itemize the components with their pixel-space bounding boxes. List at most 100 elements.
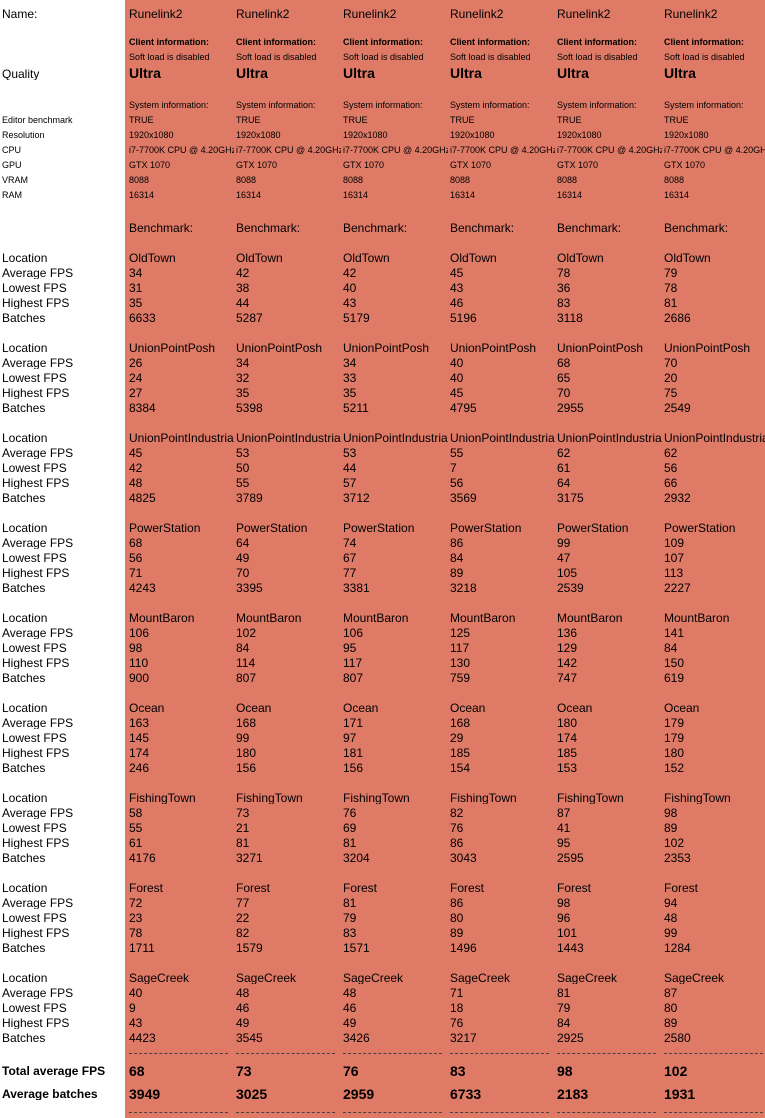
batches-value: 1496: [450, 942, 477, 954]
location-name: UnionPointPosh: [129, 342, 216, 354]
vram-value: 8088: [450, 176, 471, 185]
average-batches-label: Average batches: [2, 1088, 98, 1100]
batches-value: 2353: [664, 852, 691, 864]
soft-load-status: Soft load is disabled: [664, 53, 745, 62]
ram-label: RAM: [2, 191, 22, 200]
gpu-label: GPU: [2, 161, 22, 170]
lowest-fps-value: 36: [557, 282, 571, 294]
vram-value: 8088: [557, 176, 578, 185]
highest-fps-value: 117: [343, 657, 363, 669]
batches-value: 807: [343, 672, 364, 684]
lowest-fps-value: 79: [343, 912, 357, 924]
batches-label: Batches: [2, 942, 46, 954]
average-fps-value: 86: [450, 897, 464, 909]
resolution-value: 1920x1080: [557, 131, 602, 140]
resolution-label: Resolution: [2, 131, 45, 140]
batches-value: 807: [236, 672, 257, 684]
location-label: Location: [2, 612, 48, 624]
highest-fps-label: Highest FPS: [2, 297, 70, 309]
average-fps-value: 64: [236, 537, 250, 549]
average-fps-label: Average FPS: [2, 897, 74, 909]
batches-label: Batches: [2, 852, 46, 864]
location-name: OldTown: [450, 252, 497, 264]
location-label: Location: [2, 432, 48, 444]
location-name: MountBaron: [557, 612, 623, 624]
separator-line: [236, 1112, 335, 1113]
ram-value: 16314: [129, 191, 155, 200]
average-fps-value: 102: [236, 627, 257, 639]
location-name: MountBaron: [343, 612, 409, 624]
lowest-fps-value: 117: [450, 642, 470, 654]
lowest-fps-value: 29: [450, 732, 464, 744]
highest-fps-value: 86: [450, 837, 464, 849]
highest-fps-value: 185: [557, 747, 578, 759]
lowest-fps-value: 49: [236, 552, 250, 564]
batches-value: 2580: [664, 1032, 691, 1044]
client-info-heading: Client information:: [129, 38, 209, 47]
average-fps-value: 68: [557, 357, 571, 369]
location-label: Location: [2, 522, 48, 534]
quality-label: Quality: [2, 68, 40, 80]
lowest-fps-value: 84: [664, 642, 678, 654]
highest-fps-value: 75: [664, 387, 678, 399]
lowest-fps-value: 84: [450, 552, 464, 564]
batches-value: 759: [450, 672, 471, 684]
location-name: SageCreek: [236, 972, 297, 984]
location-name: UnionPointIndustrial: [129, 432, 234, 444]
system-info-heading: System information:: [450, 101, 530, 110]
batches-value: 3426: [343, 1032, 370, 1044]
client-info-heading: Client information:: [236, 38, 316, 47]
location-name: PowerStation: [343, 522, 415, 534]
batches-value: 2549: [664, 402, 691, 414]
batches-label: Batches: [2, 582, 46, 594]
batches-value: 619: [664, 672, 685, 684]
batches-value: 4795: [450, 402, 477, 414]
highest-fps-value: 83: [557, 297, 571, 309]
location-name: UnionPointPosh: [557, 342, 644, 354]
location-name: SageCreek: [343, 972, 404, 984]
average-fps-value: 40: [450, 357, 464, 369]
lowest-fps-value: 98: [129, 642, 143, 654]
cpu-label: CPU: [2, 146, 22, 155]
separator-line: [236, 1053, 335, 1054]
column-name: Runelink2: [129, 8, 183, 20]
average-fps-value: 72: [129, 897, 143, 909]
average-fps-value: 77: [236, 897, 250, 909]
highest-fps-value: 43: [129, 1017, 143, 1029]
batches-value: 5211: [343, 402, 369, 414]
highest-fps-value: 81: [343, 837, 357, 849]
average-fps-value: 26: [129, 357, 143, 369]
highest-fps-label: Highest FPS: [2, 1017, 70, 1029]
highest-fps-value: 44: [236, 297, 250, 309]
average-fps-value: 78: [557, 267, 571, 279]
lowest-fps-value: 179: [664, 732, 685, 744]
lowest-fps-value: 33: [343, 372, 357, 384]
lowest-fps-value: 21: [236, 822, 250, 834]
average-fps-value: 45: [450, 267, 464, 279]
system-info-heading: System information:: [343, 101, 423, 110]
average-fps-value: 87: [557, 807, 571, 819]
average-fps-value: 34: [129, 267, 143, 279]
lowest-fps-value: 38: [236, 282, 250, 294]
separator-line: [557, 1053, 656, 1054]
batches-value: 3789: [236, 492, 263, 504]
average-fps-value: 163: [129, 717, 150, 729]
average-fps-value: 74: [343, 537, 357, 549]
average-fps-value: 81: [343, 897, 357, 909]
highest-fps-value: 180: [664, 747, 685, 759]
average-fps-value: 106: [343, 627, 364, 639]
highest-fps-value: 27: [129, 387, 143, 399]
location-name: MountBaron: [129, 612, 195, 624]
quality-value: Ultra: [557, 66, 589, 80]
system-info-heading: System information:: [129, 101, 209, 110]
name-label: Name:: [2, 8, 38, 20]
location-name: UnionPointIndustrial: [343, 432, 448, 444]
average-fps-value: 73: [236, 807, 250, 819]
benchmark-heading: Benchmark:: [557, 222, 622, 234]
editor-benchmark-value: TRUE: [664, 116, 689, 125]
batches-value: 1571: [343, 942, 370, 954]
highest-fps-value: 89: [450, 567, 464, 579]
lowest-fps-label: Lowest FPS: [2, 822, 67, 834]
quality-value: Ultra: [664, 66, 696, 80]
resolution-value: 1920x1080: [343, 131, 388, 140]
